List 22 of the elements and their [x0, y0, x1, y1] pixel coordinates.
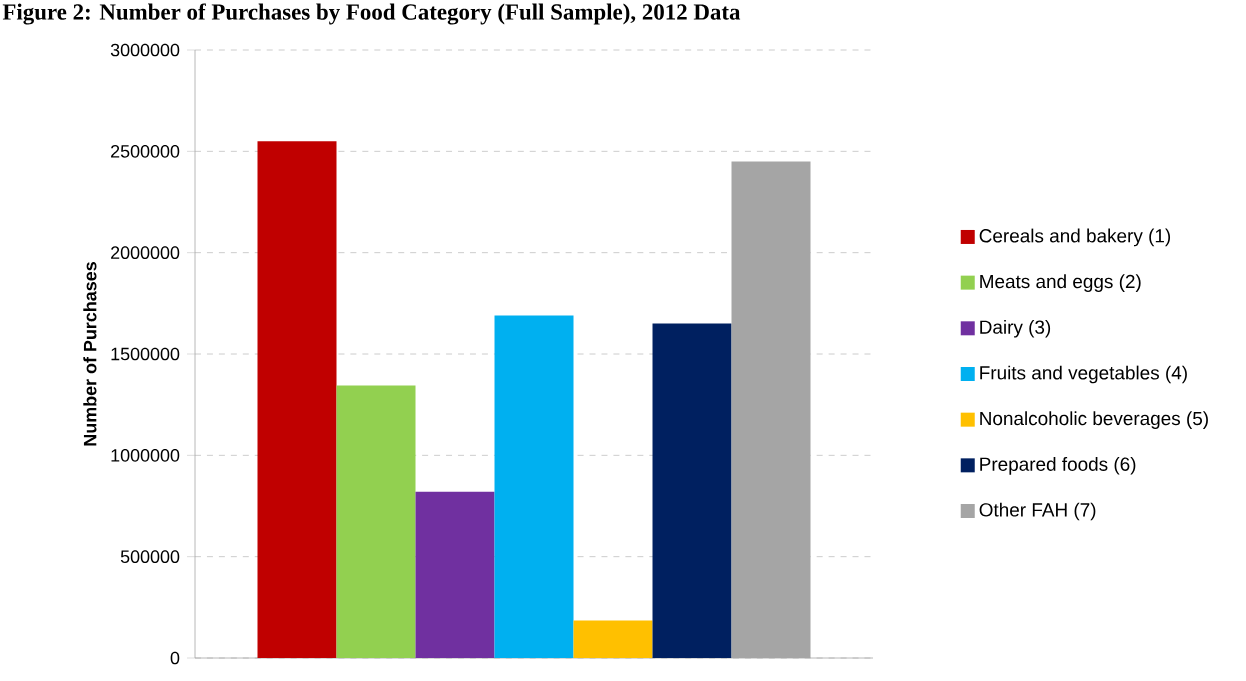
legend-label: Prepared foods (6) — [980, 456, 1136, 475]
legend-label: Meats and eggs (2) — [980, 274, 1141, 292]
y-tick-label: 0 — [170, 651, 180, 665]
legend-label: Cereals and bakery (1) — [979, 228, 1171, 247]
y-tick-label: 1000000 — [111, 448, 180, 462]
y-tick-label: 3000000 — [110, 43, 180, 57]
bar — [415, 491, 495, 658]
y-tick-label: 2000000 — [111, 246, 180, 260]
y-tick-label: 1500000 — [111, 347, 180, 361]
legend-label: Other FAH (7) — [979, 502, 1096, 521]
bar — [652, 323, 732, 658]
bar — [494, 315, 574, 658]
bar — [336, 385, 416, 658]
bar — [573, 620, 653, 658]
legend-label: Nonalcoholic beverages (5) — [980, 411, 1208, 429]
y-tick-label: 2500000 — [111, 144, 180, 158]
y-tick-label: 500000 — [120, 550, 180, 564]
chart-title: Figure 2: Number of Purchases by Food Category (Full Sample), 2012 Data — [2, 3, 741, 25]
legend-label: Fruits and vegetables (4) — [980, 365, 1187, 384]
y-axis-title: Number of Purchases — [83, 262, 97, 446]
legend-label: Dairy (3) — [980, 319, 1051, 338]
bar — [257, 141, 337, 658]
